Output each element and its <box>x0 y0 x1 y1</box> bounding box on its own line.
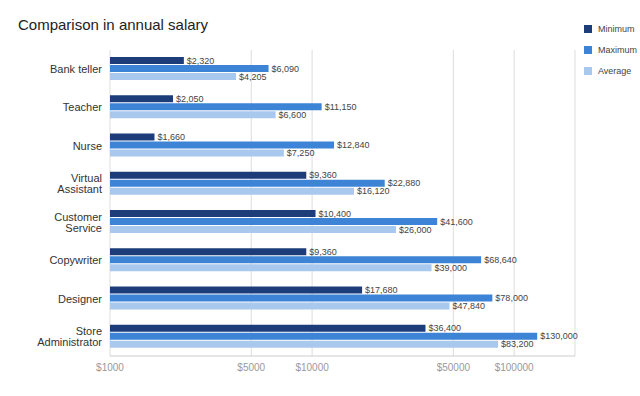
svg-text:$9,360: $9,360 <box>309 247 337 257</box>
svg-text:$83,200: $83,200 <box>501 339 534 349</box>
svg-text:$11,150: $11,150 <box>325 102 357 112</box>
svg-text:$22,880: $22,880 <box>388 178 421 188</box>
svg-text:$130,000: $130,000 <box>540 331 578 341</box>
svg-text:$50000: $50000 <box>437 362 471 373</box>
svg-text:$26,000: $26,000 <box>399 225 432 235</box>
svg-text:$6,600: $6,600 <box>279 110 307 120</box>
svg-text:$100000: $100000 <box>495 362 534 373</box>
svg-text:$9,360: $9,360 <box>309 170 337 180</box>
svg-text:$17,680: $17,680 <box>365 285 398 295</box>
html-text:Average: Average <box>598 65 632 76</box>
html-text:Comparison in annual salary: Comparison in annual salary <box>18 16 209 33</box>
svg-text:StoreAdministrator: StoreAdministrator <box>37 325 102 348</box>
svg-text:$68,640: $68,640 <box>484 255 517 265</box>
svg-text:$7,250: $7,250 <box>287 148 315 158</box>
svg-text:$1,660: $1,660 <box>157 132 185 142</box>
svg-text:$12,840: $12,840 <box>337 140 370 150</box>
svg-text:$41,600: $41,600 <box>440 217 473 227</box>
svg-text:$16,120: $16,120 <box>357 186 390 196</box>
svg-text:$36,400: $36,400 <box>428 323 461 333</box>
svg-text:$4,205: $4,205 <box>239 72 267 82</box>
html-text:Minimum: Minimum <box>598 23 635 34</box>
svg-text:$78,000: $78,000 <box>495 293 528 303</box>
svg-text:$5000: $5000 <box>237 362 265 373</box>
svg-text:$1000: $1000 <box>96 362 124 373</box>
svg-text:$2,050: $2,050 <box>176 94 204 104</box>
svg-text:$39,000: $39,000 <box>435 263 468 273</box>
svg-text:Copywriter: Copywriter <box>49 254 102 266</box>
svg-text:$6,090: $6,090 <box>272 64 300 74</box>
svg-text:Bank teller: Bank teller <box>50 63 102 75</box>
svg-text:$10000: $10000 <box>295 362 329 373</box>
svg-text:CustomerService: CustomerService <box>54 211 102 234</box>
svg-text:VirtualAssistant: VirtualAssistant <box>57 172 102 195</box>
svg-text:Teacher: Teacher <box>63 101 102 113</box>
svg-text:$47,840: $47,840 <box>452 301 485 311</box>
html-text:Maximum: Maximum <box>598 44 637 55</box>
svg-text:Nurse: Nurse <box>73 140 102 152</box>
svg-text:$10,400: $10,400 <box>319 209 352 219</box>
svg-text:$2,320: $2,320 <box>187 56 215 66</box>
svg-text:Designer: Designer <box>58 293 102 305</box>
